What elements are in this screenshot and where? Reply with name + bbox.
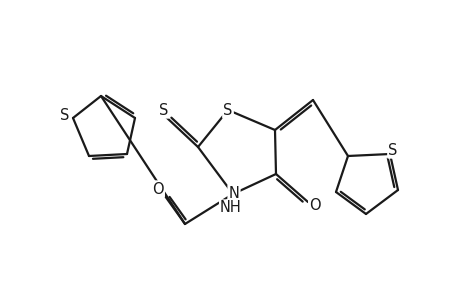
Text: S: S <box>387 142 397 158</box>
Text: S: S <box>223 103 232 118</box>
Text: S: S <box>159 103 168 118</box>
Text: O: O <box>308 199 320 214</box>
Text: O: O <box>152 182 163 196</box>
Text: NH: NH <box>220 200 241 215</box>
Text: N: N <box>228 185 239 200</box>
Text: S: S <box>60 107 69 122</box>
